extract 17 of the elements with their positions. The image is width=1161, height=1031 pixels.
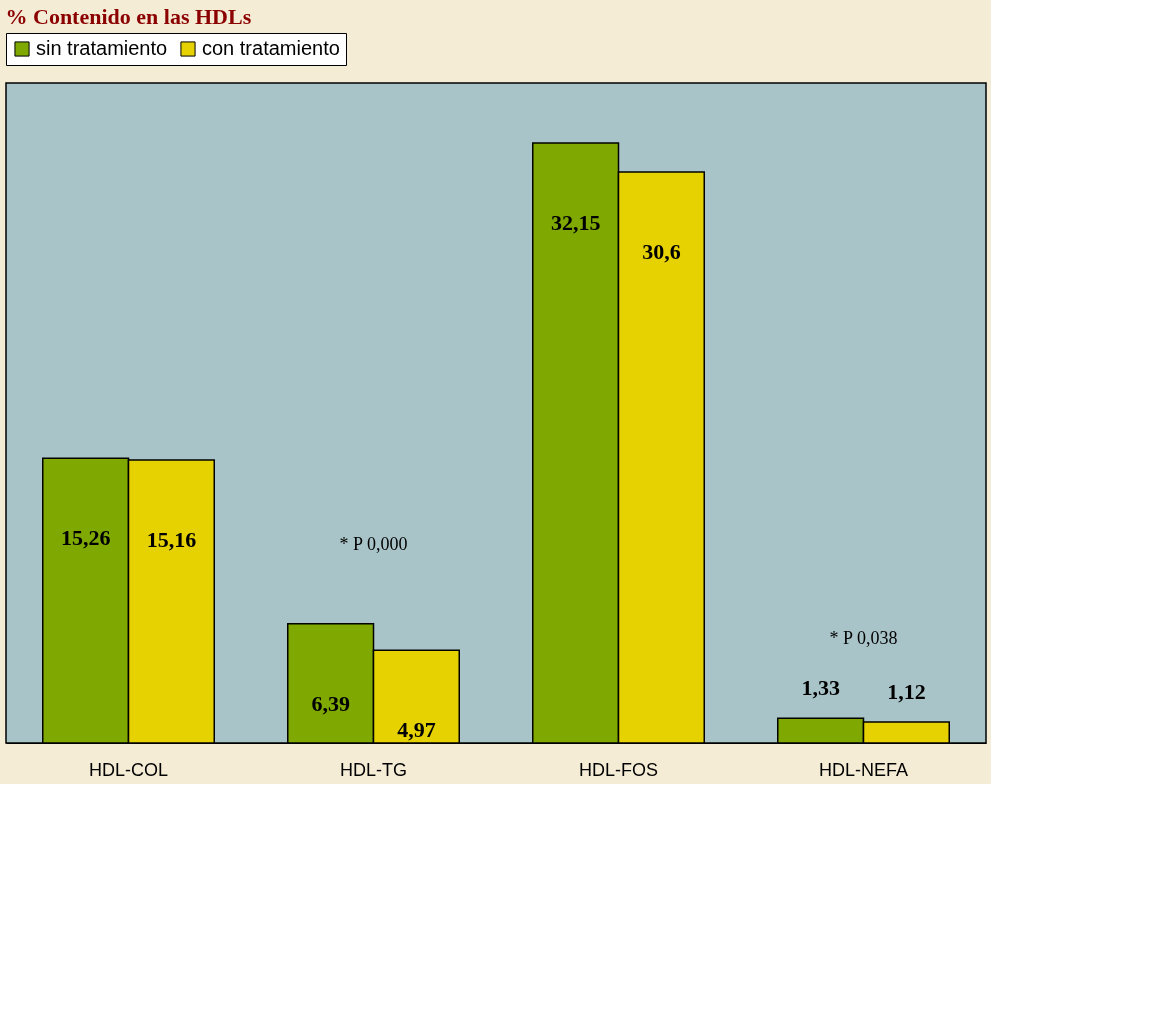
data-label: 6,39	[311, 690, 350, 716]
annotation: * P 0,038	[829, 628, 898, 649]
x-tick-label: HDL-NEFA	[818, 759, 909, 780]
data-label: 30,6	[642, 238, 681, 264]
x-tick-label: HDL-TG	[340, 759, 407, 780]
legend-label: con tratamiento	[202, 37, 340, 59]
data-label: 15,16	[146, 527, 197, 553]
data-label: 32,15	[550, 210, 601, 235]
annotation: * P 0,000	[339, 533, 408, 554]
chart-title: % Contenido en las HDLs	[5, 3, 252, 29]
x-tick-label: HDL-FOS	[578, 759, 659, 780]
legend-label: sin tratamiento	[36, 37, 168, 59]
data-label: 1,12	[887, 679, 926, 705]
data-label: 4,97	[397, 717, 436, 743]
data-label: 1,33	[801, 675, 840, 701]
data-label: 15,26	[60, 525, 111, 551]
x-tick-label: HDL-COL	[88, 759, 169, 780]
